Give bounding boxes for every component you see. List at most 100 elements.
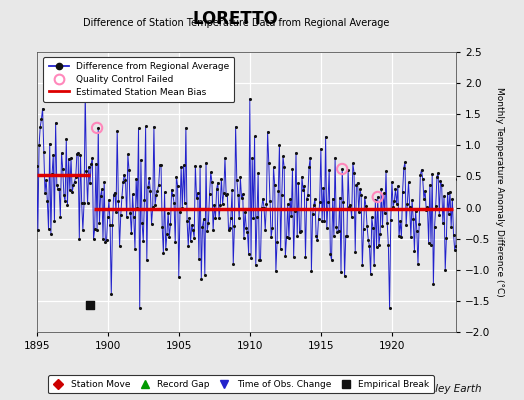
Point bbox=[45, 226, 53, 232]
Point bbox=[286, 196, 294, 202]
Point bbox=[457, 228, 466, 234]
Point bbox=[139, 238, 147, 244]
Point bbox=[203, 228, 211, 234]
Point bbox=[49, 152, 58, 158]
Point bbox=[401, 159, 409, 165]
Point bbox=[261, 227, 269, 233]
Point bbox=[421, 188, 429, 194]
Text: Berkeley Earth: Berkeley Earth bbox=[406, 384, 482, 394]
Point bbox=[227, 215, 235, 221]
Point bbox=[348, 160, 357, 167]
Point bbox=[60, 192, 68, 198]
Point bbox=[168, 186, 176, 193]
Point bbox=[368, 214, 376, 221]
Point bbox=[281, 253, 290, 259]
Point bbox=[434, 170, 442, 176]
Point bbox=[46, 140, 54, 147]
Point bbox=[269, 164, 278, 170]
Point bbox=[232, 124, 240, 130]
Point bbox=[448, 195, 456, 202]
Point bbox=[63, 202, 72, 208]
Point bbox=[208, 179, 216, 186]
Point bbox=[412, 228, 421, 234]
Point bbox=[352, 182, 361, 188]
Point bbox=[134, 125, 143, 132]
Point bbox=[298, 174, 306, 180]
Point bbox=[66, 187, 74, 193]
Point bbox=[260, 204, 268, 211]
Point bbox=[55, 186, 63, 192]
Point bbox=[137, 157, 145, 163]
Point bbox=[169, 192, 177, 198]
Point bbox=[275, 142, 283, 148]
Point bbox=[225, 225, 234, 232]
Point bbox=[92, 160, 100, 167]
Point bbox=[133, 204, 141, 211]
Point bbox=[331, 154, 339, 161]
Point bbox=[252, 262, 260, 268]
Point bbox=[125, 167, 133, 174]
Point bbox=[377, 186, 386, 192]
Point bbox=[447, 224, 455, 230]
Point bbox=[359, 226, 368, 232]
Point bbox=[264, 129, 272, 135]
Point bbox=[68, 189, 77, 195]
Point bbox=[362, 203, 370, 209]
Point bbox=[306, 154, 314, 161]
Point bbox=[196, 163, 204, 169]
Point bbox=[210, 202, 219, 208]
Point bbox=[382, 168, 390, 174]
Point bbox=[144, 184, 152, 190]
Point bbox=[94, 125, 103, 131]
Point bbox=[301, 254, 310, 260]
Point bbox=[173, 182, 182, 189]
Point bbox=[338, 166, 346, 172]
Point bbox=[398, 188, 407, 195]
Point bbox=[34, 226, 42, 233]
Point bbox=[235, 215, 243, 221]
Point bbox=[223, 191, 232, 198]
Point bbox=[51, 120, 60, 126]
Point bbox=[209, 227, 217, 234]
Point bbox=[214, 179, 222, 186]
Point bbox=[444, 211, 453, 217]
Point bbox=[77, 151, 85, 158]
Point bbox=[339, 199, 347, 206]
Point bbox=[246, 96, 254, 102]
Point bbox=[315, 199, 324, 205]
Point bbox=[302, 195, 311, 202]
Point bbox=[243, 229, 252, 236]
Point bbox=[309, 211, 317, 218]
Point bbox=[81, 89, 90, 96]
Point bbox=[253, 214, 261, 221]
Point bbox=[283, 201, 292, 207]
Point bbox=[241, 209, 249, 215]
Point bbox=[121, 177, 129, 184]
Point bbox=[452, 243, 460, 249]
Point bbox=[102, 237, 111, 244]
Point bbox=[230, 222, 238, 229]
Point bbox=[195, 256, 203, 262]
Point bbox=[206, 169, 215, 176]
Point bbox=[311, 196, 319, 202]
Point bbox=[166, 221, 174, 227]
Point bbox=[254, 170, 263, 176]
Point bbox=[48, 171, 56, 177]
Point bbox=[396, 218, 405, 225]
Point bbox=[69, 182, 78, 188]
Point bbox=[228, 187, 236, 194]
Point bbox=[112, 209, 120, 216]
Point bbox=[205, 191, 214, 197]
Point bbox=[277, 246, 285, 252]
Point bbox=[87, 161, 95, 168]
Point bbox=[380, 210, 389, 216]
Point bbox=[332, 224, 341, 231]
Point bbox=[229, 260, 237, 267]
Point bbox=[250, 133, 259, 140]
Point bbox=[389, 204, 397, 210]
Point bbox=[338, 166, 346, 172]
Point bbox=[150, 123, 158, 130]
Text: LORETTO: LORETTO bbox=[193, 10, 279, 28]
Point bbox=[343, 232, 351, 239]
Point bbox=[279, 153, 287, 160]
